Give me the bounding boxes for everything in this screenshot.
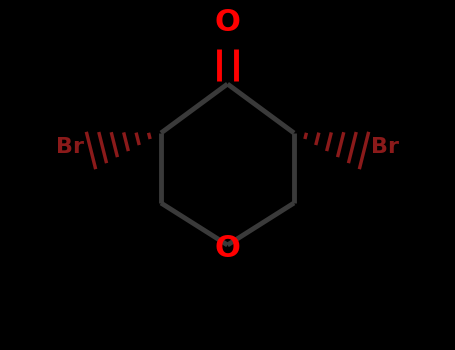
Text: Br: Br [56, 137, 84, 157]
Text: Br: Br [371, 137, 399, 157]
Text: O: O [215, 8, 240, 37]
Text: O: O [215, 234, 240, 263]
